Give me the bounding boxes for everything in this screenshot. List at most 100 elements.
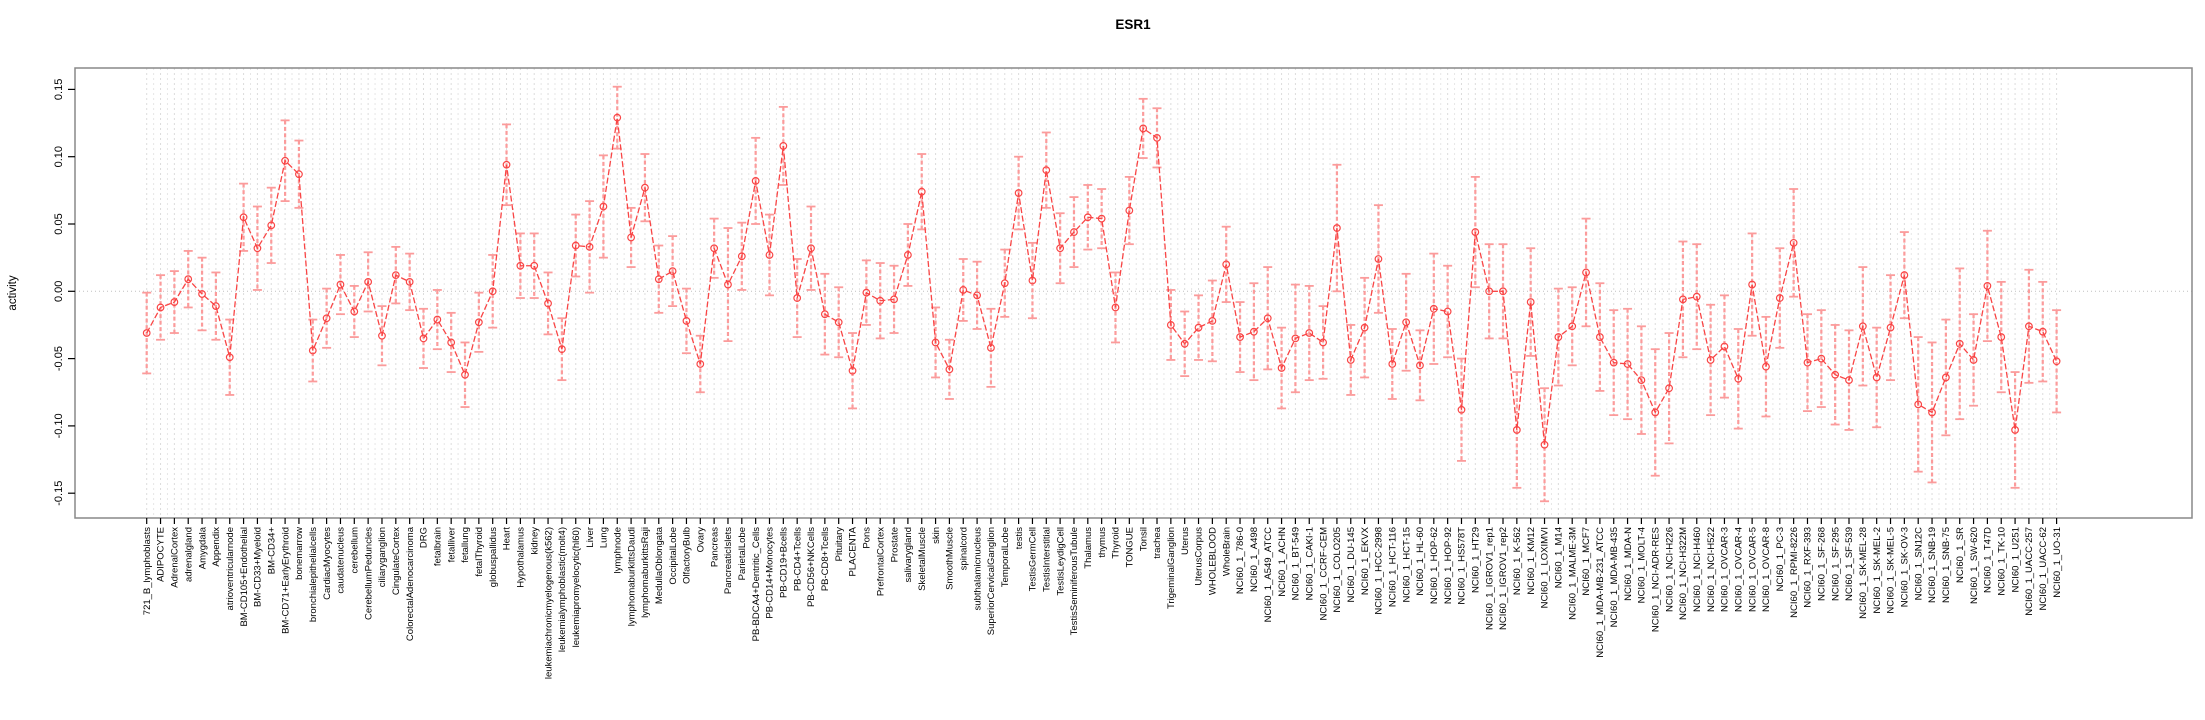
data-point <box>1153 133 1161 142</box>
x-tick-label: leukemialymphoblastic(molt4) <box>557 527 568 652</box>
x-tick-label: NCI60_1_SF-295 <box>1830 527 1841 601</box>
data-point <box>1319 338 1327 347</box>
x-tick-label: PB-BDCA4+Dentritic_Cells <box>751 527 762 642</box>
x-tick-label: NCI60_1_NCI-H522 <box>1706 527 1717 612</box>
data-point <box>834 318 843 327</box>
data-point <box>2011 426 2019 434</box>
x-tick-label: TemporalLobe <box>1000 527 1011 587</box>
x-tick-label: Pituitary <box>834 527 845 562</box>
x-tick-label: PB-CD8+Tcells <box>820 527 831 591</box>
data-point <box>433 315 442 324</box>
x-tick-label: NCI60_1_HCT-15 <box>1401 527 1412 603</box>
data-point <box>308 346 317 355</box>
x-tick-label: testis <box>1014 527 1025 549</box>
x-tick-label: NCI60_1_SK-MEL-2 <box>1872 527 1883 614</box>
data-point <box>1443 307 1452 316</box>
x-tick-label: NCI60_1_CCRF-CEM <box>1318 527 1329 621</box>
data-point <box>1554 333 1563 341</box>
data-point <box>585 242 594 251</box>
gridlines <box>146 68 2058 518</box>
x-tick-label: NCI60_1_KM12 <box>1526 527 1537 595</box>
data-point <box>973 291 981 300</box>
x-tick-label: globuspallidus <box>488 527 499 587</box>
data-point <box>1706 356 1715 364</box>
x-tick-label: CingulateCortex <box>391 527 402 595</box>
x-tick-label: AdrenalCortex <box>170 527 181 588</box>
data-point <box>530 261 539 270</box>
data-point <box>239 213 248 222</box>
x-tick-label: BM-CD33+Myeloid <box>253 527 264 607</box>
x-tick-label: fetalbrain <box>433 527 444 566</box>
data-point <box>1679 295 1687 304</box>
data-point <box>696 360 705 368</box>
x-tick-label: NCI60_1_T47D <box>1983 527 1994 593</box>
x-tick-label: NCI60_1_UACC-257 <box>2024 527 2035 616</box>
x-tick-label: NCI60_1_OVCAR-5 <box>1747 527 1758 612</box>
x-tick-label: OccipitalLobe <box>668 527 679 585</box>
data-point <box>336 280 345 289</box>
x-tick-label: NCI60_1_LOXIMVI <box>1540 527 1551 608</box>
x-tick-label: NCI60_1_MDA-MB-231_ATCC <box>1595 527 1606 658</box>
data-point <box>502 160 511 169</box>
y-tick-label: 0.15 <box>53 79 65 100</box>
data-point <box>156 303 165 312</box>
y-tick-labels: 0.15 0.10 0.05 0.00 -0.05 -0.10 -0.15 <box>53 79 65 506</box>
data-point <box>184 275 193 284</box>
data-point <box>1734 374 1743 383</box>
data-point <box>1388 360 1397 368</box>
x-tick-label: NCI60_1_ACHN <box>1277 527 1288 597</box>
data-point <box>1928 408 1936 417</box>
data-point <box>1775 294 1784 302</box>
x-tick-label: Pons <box>862 527 873 549</box>
data-point <box>682 317 691 325</box>
data-point <box>1582 268 1590 277</box>
x-tick-label: NCI60_1_HT29 <box>1471 527 1482 593</box>
x-tick-label: lymphomaburkittsRaji <box>640 527 651 618</box>
data-point <box>1623 360 1632 368</box>
data-point <box>1540 440 1549 449</box>
x-tick-label: Amygdala <box>197 526 208 569</box>
y-tick-label: 0.05 <box>53 213 65 234</box>
data-point <box>1000 279 1009 288</box>
data-point <box>1637 376 1646 385</box>
data-point <box>1983 282 1992 290</box>
x-tick-label: BM-CD34+ <box>266 527 277 575</box>
x-tick-label: Heart <box>502 527 513 551</box>
data-point <box>1512 426 1521 434</box>
data-point <box>1222 260 1231 269</box>
data-point <box>1028 276 1037 285</box>
data-point <box>1692 292 1701 301</box>
x-tick-label: Ovary <box>695 527 706 553</box>
x-tick-label: TestisGermCell <box>1028 527 1039 591</box>
x-tick-label: thymus <box>1097 527 1108 558</box>
data-point <box>751 177 760 185</box>
x-tick-label: NCI60_1_SN12C <box>1913 527 1924 601</box>
y-tick-label: -0.15 <box>53 481 65 506</box>
data-point <box>1457 405 1466 414</box>
data-point <box>350 307 359 316</box>
x-tick-label: Thyroid <box>1111 527 1122 559</box>
data-point <box>1346 356 1355 364</box>
x-tick-label: lymphomaburkittsDaudi <box>626 527 637 626</box>
x-tick-label: Pancreas <box>709 527 720 567</box>
x-tick-label: Liver <box>585 527 596 548</box>
data-point <box>1817 354 1826 363</box>
data-point <box>1333 224 1341 232</box>
data-point <box>654 275 663 284</box>
x-tick-label: lymphnode <box>612 527 623 573</box>
x-tick-label: NCI60_1_COLO205 <box>1332 527 1343 613</box>
x-tick-label: MedullaOblongata <box>654 526 665 604</box>
x-tick-label: Prostate <box>889 527 900 562</box>
x-tick-label: PancreaticIslets <box>723 527 734 594</box>
data-point <box>668 267 677 276</box>
x-tick-label: PB-CD4+Tcells <box>792 527 803 591</box>
x-tick-label: NCI60_1_DU-145 <box>1346 527 1357 603</box>
x-tick-labels: 721_B_lymphoblasts ADIPOCYTE AdrenalCortex… <box>142 526 2063 679</box>
x-tick-label: NCI60_1_RPMI-8226 <box>1789 527 1800 618</box>
data-point <box>890 295 898 304</box>
x-tick-label: leukemiapromyelocytic(hl60) <box>571 527 582 647</box>
data-point <box>1374 255 1383 263</box>
data-point <box>2038 327 2047 336</box>
data-point <box>295 170 303 179</box>
x-tick-label: NCI60_1_SK-MEL-28 <box>1858 527 1869 619</box>
